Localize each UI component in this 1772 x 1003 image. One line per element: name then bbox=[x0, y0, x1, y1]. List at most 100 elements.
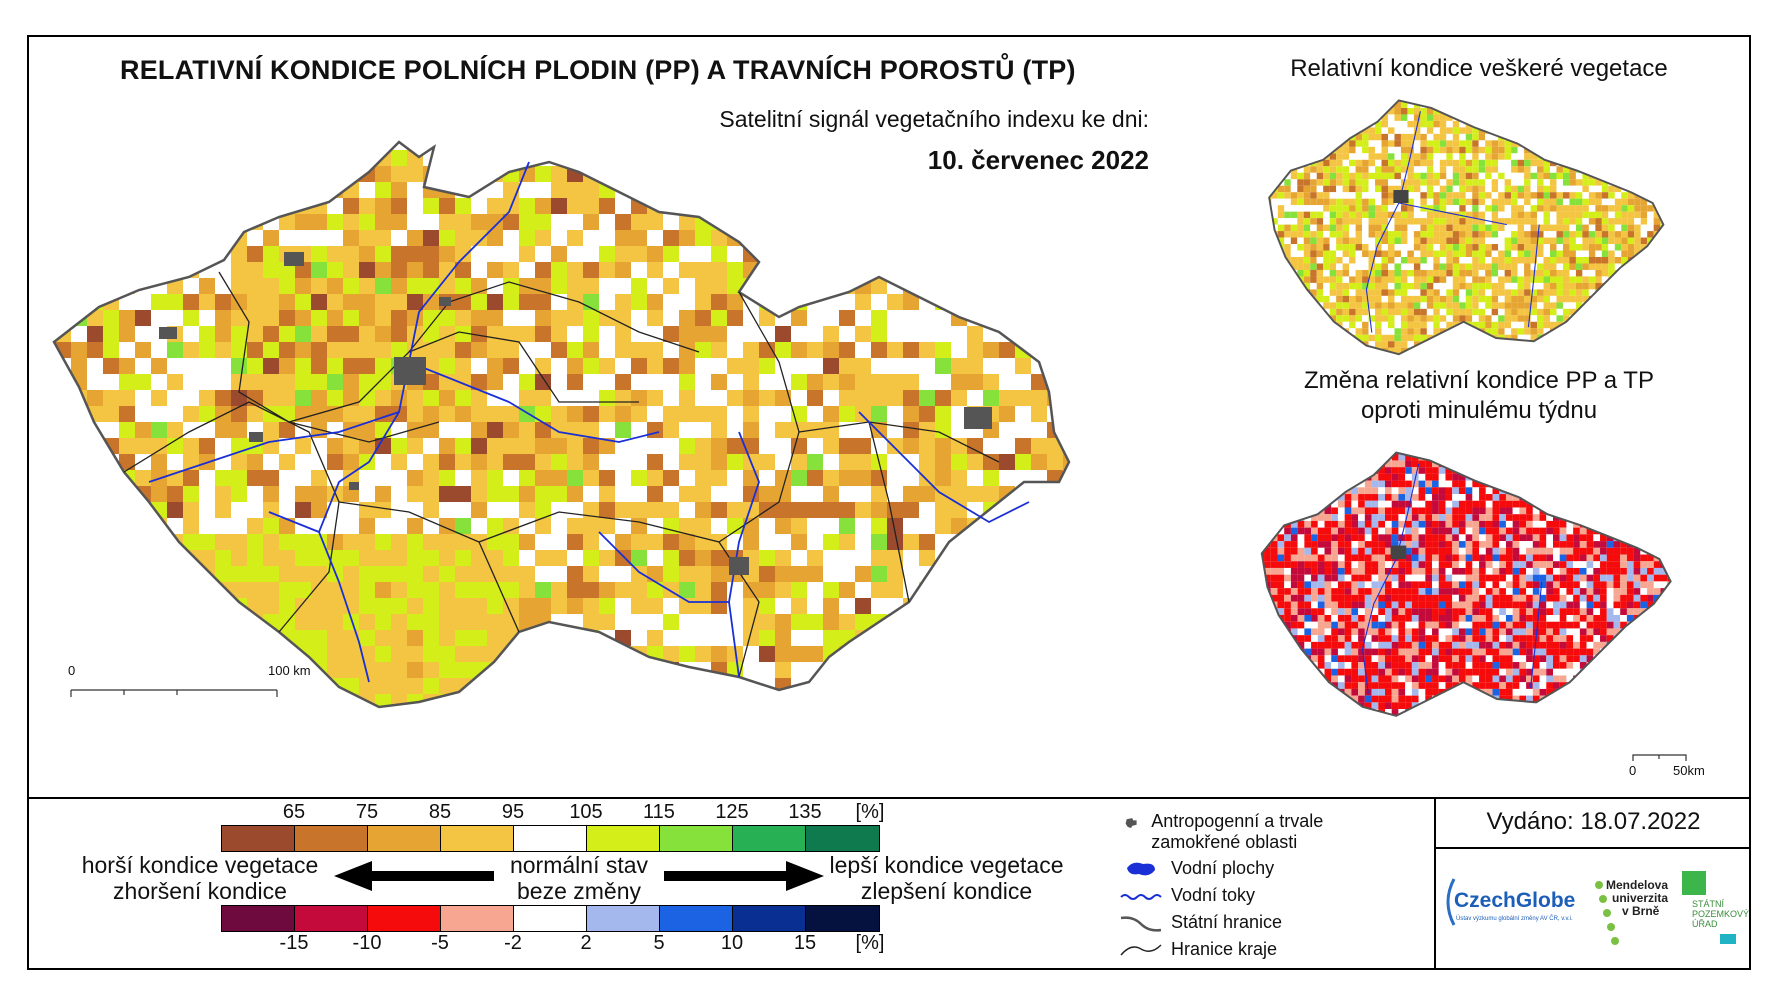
raster-cell bbox=[1588, 282, 1596, 290]
raster-cell bbox=[1640, 263, 1648, 270]
raster-cell bbox=[1381, 146, 1388, 154]
raster-cell bbox=[119, 422, 135, 438]
raster-cell bbox=[855, 678, 871, 694]
raster-cell bbox=[1504, 231, 1512, 238]
raster-cell bbox=[119, 454, 135, 470]
raster-cell bbox=[311, 230, 327, 246]
raster-cell bbox=[55, 710, 71, 726]
raster-cell bbox=[1562, 120, 1570, 128]
raster-cell bbox=[247, 710, 263, 726]
raster-cell bbox=[1388, 231, 1395, 238]
raster-cell bbox=[919, 630, 935, 646]
raster-cell bbox=[215, 470, 231, 486]
raster-cell bbox=[1400, 127, 1408, 134]
raster-cell bbox=[1284, 315, 1291, 322]
raster-cell bbox=[647, 438, 663, 454]
raster-cell bbox=[615, 142, 631, 150]
raster-cell bbox=[1388, 244, 1395, 251]
raster-cell bbox=[1582, 153, 1589, 160]
raster-cell bbox=[1653, 179, 1661, 186]
raster-cell bbox=[1472, 231, 1479, 238]
raster-cell bbox=[679, 278, 695, 294]
raster-cell bbox=[1047, 694, 1063, 707]
raster-cell bbox=[1550, 120, 1557, 128]
raster-cell bbox=[1316, 237, 1324, 245]
raster-cell bbox=[1511, 140, 1518, 147]
raster-cell bbox=[519, 614, 535, 630]
raster-cell bbox=[1284, 185, 1291, 193]
raster-cell bbox=[311, 630, 327, 646]
raster-cell bbox=[1031, 142, 1047, 150]
raster-cell bbox=[119, 582, 135, 598]
raster-cell bbox=[551, 246, 567, 262]
raster-cell bbox=[631, 358, 647, 374]
raster-cell bbox=[1316, 244, 1324, 251]
raster-cell bbox=[103, 374, 119, 390]
raster-cell bbox=[1047, 534, 1063, 550]
raster-cell bbox=[1634, 218, 1641, 225]
raster-cell bbox=[1530, 257, 1538, 264]
raster-cell bbox=[1329, 127, 1337, 134]
raster-cell bbox=[1297, 179, 1304, 186]
main-scalebar bbox=[70, 689, 278, 697]
raster-cell bbox=[631, 310, 647, 326]
raster-cell bbox=[1569, 308, 1576, 316]
raster-cell bbox=[871, 182, 887, 198]
raster-cell bbox=[375, 198, 391, 214]
raster-cell bbox=[407, 566, 423, 582]
raster-cell bbox=[1271, 205, 1278, 212]
raster-cell bbox=[375, 518, 391, 534]
raster-cell bbox=[1556, 295, 1563, 303]
raster-cell bbox=[375, 262, 391, 278]
raster-cell bbox=[487, 374, 503, 390]
raster-cell bbox=[359, 150, 375, 166]
raster-cell bbox=[407, 390, 423, 406]
raster-cell bbox=[487, 182, 503, 198]
raster-cell bbox=[1316, 205, 1324, 212]
raster-cell bbox=[1556, 127, 1563, 134]
raster-cell bbox=[1446, 114, 1453, 121]
raster-cell bbox=[935, 694, 951, 707]
raster-cell bbox=[567, 198, 583, 214]
raster-cell bbox=[1530, 172, 1538, 180]
raster-cell bbox=[263, 646, 279, 662]
raster-cell bbox=[1530, 159, 1538, 167]
raster-cell bbox=[279, 534, 295, 550]
raster-cell bbox=[1608, 159, 1615, 167]
raster-cell bbox=[471, 246, 487, 262]
raster-cell bbox=[663, 630, 679, 646]
raster-cell bbox=[775, 142, 791, 150]
raster-cell bbox=[343, 598, 359, 614]
raster-cell bbox=[727, 438, 743, 454]
raster-cell bbox=[375, 142, 391, 150]
raster-cell bbox=[1277, 334, 1285, 342]
raster-cell bbox=[1485, 289, 1492, 296]
raster-cell bbox=[1400, 140, 1408, 147]
raster-cell bbox=[1258, 121, 1264, 127]
raster-cell bbox=[551, 230, 567, 246]
raster-cell bbox=[1413, 328, 1421, 335]
raster-cell bbox=[1269, 146, 1272, 154]
raster-cell bbox=[1569, 328, 1576, 335]
raster-cell bbox=[1588, 140, 1596, 147]
raster-cell bbox=[1634, 295, 1641, 303]
raster-cell bbox=[199, 278, 215, 294]
raster-cell bbox=[711, 246, 727, 262]
raster-cell bbox=[1478, 211, 1486, 219]
raster-cell bbox=[1047, 646, 1063, 662]
raster-cell bbox=[375, 342, 391, 358]
raster-cell bbox=[1329, 101, 1337, 108]
raster-cell bbox=[1478, 282, 1486, 290]
raster-cell bbox=[1269, 231, 1272, 238]
raster-cell bbox=[935, 374, 951, 390]
raster-cell bbox=[583, 230, 599, 246]
raster-cell bbox=[599, 198, 615, 214]
raster-cell bbox=[1452, 231, 1460, 238]
raster-cell bbox=[903, 358, 919, 374]
raster-cell bbox=[807, 598, 823, 614]
raster-cell bbox=[455, 454, 471, 470]
raster-cell bbox=[903, 534, 919, 550]
raster-cell bbox=[727, 630, 743, 646]
raster-cell bbox=[151, 710, 167, 726]
raster-cell bbox=[1015, 598, 1031, 614]
